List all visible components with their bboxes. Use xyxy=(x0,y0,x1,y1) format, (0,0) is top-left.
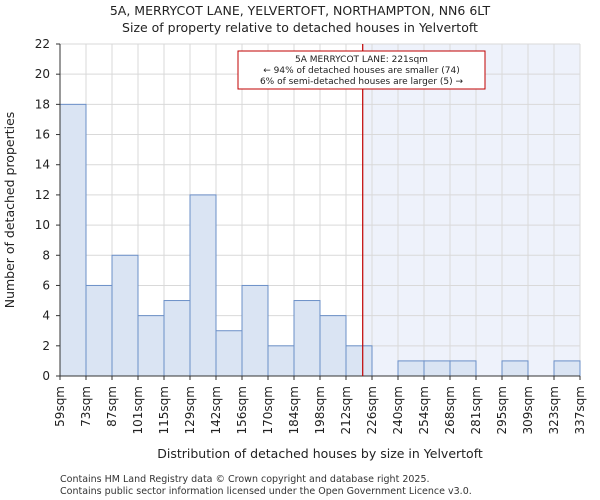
footer-line-1: Contains HM Land Registry data © Crown c… xyxy=(60,474,430,485)
x-tick-label: 268sqm xyxy=(443,386,457,434)
histogram-bar xyxy=(501,360,529,377)
x-tick-label: 337sqm xyxy=(573,386,587,434)
y-tick-label: 12 xyxy=(35,188,50,202)
histogram-bar xyxy=(553,360,581,377)
histogram-bar xyxy=(85,284,113,377)
footer-line-2: Contains public sector information licen… xyxy=(60,486,472,497)
y-tick-label: 0 xyxy=(42,369,50,383)
y-tick-label: 18 xyxy=(35,97,50,111)
x-tick-label: 281sqm xyxy=(469,386,483,434)
histogram-bar xyxy=(215,330,243,377)
x-tick-label: 323sqm xyxy=(547,386,561,434)
y-tick-label: 2 xyxy=(42,339,50,353)
x-tick-label: 240sqm xyxy=(391,386,405,434)
histogram-bar xyxy=(163,300,191,377)
x-tick-label: 59sqm xyxy=(53,386,67,427)
larger-region-shade xyxy=(362,44,580,376)
x-tick-label: 254sqm xyxy=(417,386,431,434)
y-tick-label: 10 xyxy=(35,218,50,232)
plot-area: 0 2 4 6 8 10 12 14 16 18 20 22 59sqm 73sqm 87sqm 101sqm… xyxy=(35,37,587,434)
x-tick-label: 295sqm xyxy=(495,386,509,434)
y-tick-label: 16 xyxy=(35,128,50,142)
x-tick-label: 309sqm xyxy=(521,386,535,434)
x-tick-label: 226sqm xyxy=(365,386,379,434)
histogram-bar xyxy=(345,345,373,377)
x-tick-label: 142sqm xyxy=(209,386,223,434)
y-tick-label: 22 xyxy=(35,37,50,51)
histogram-bar xyxy=(397,360,425,377)
x-tick-label: 115sqm xyxy=(157,386,171,434)
chart-subtitle: Size of property relative to detached ho… xyxy=(122,20,478,35)
histogram-bar xyxy=(111,254,139,377)
x-tick-label: 198sqm xyxy=(313,386,327,434)
histogram-bar xyxy=(189,194,217,377)
y-tick-label: 8 xyxy=(42,248,50,262)
histogram-bar xyxy=(241,284,269,377)
x-tick-label: 73sqm xyxy=(79,386,93,427)
y-tick-label: 4 xyxy=(42,309,50,323)
x-tick-label: 87sqm xyxy=(105,386,119,427)
x-axis-label: Distribution of detached houses by size … xyxy=(157,446,483,461)
histogram-bar xyxy=(293,300,321,377)
y-tick-label: 20 xyxy=(35,67,50,81)
annotation-line: ← 94% of detached houses are smaller (74… xyxy=(263,66,460,76)
histogram-bar xyxy=(319,315,347,377)
x-tick-label: 212sqm xyxy=(339,386,353,434)
x-tick-label: 156sqm xyxy=(235,386,249,434)
y-tick-label: 6 xyxy=(42,278,50,292)
x-tick-label: 184sqm xyxy=(287,386,301,434)
x-tick-label: 170sqm xyxy=(261,386,275,434)
annotation-line: 5A MERRYCOT LANE: 221sqm xyxy=(295,55,428,65)
x-tick-label: 101sqm xyxy=(131,386,145,434)
histogram-bar xyxy=(137,315,165,377)
annotation-line: 6% of semi-detached houses are larger (5… xyxy=(260,77,464,87)
y-axis-label: Number of detached properties xyxy=(2,112,17,309)
histogram-bar xyxy=(267,345,295,377)
y-tick-label: 14 xyxy=(35,158,50,172)
histogram-bar xyxy=(423,360,451,377)
chart-title: 5A, MERRYCOT LANE, YELVERTOFT, NORTHAMPT… xyxy=(110,3,491,18)
histogram-bar xyxy=(59,103,87,377)
annotation-box xyxy=(237,50,486,90)
x-tick-label: 129sqm xyxy=(183,386,197,434)
histogram-bar xyxy=(449,360,477,377)
